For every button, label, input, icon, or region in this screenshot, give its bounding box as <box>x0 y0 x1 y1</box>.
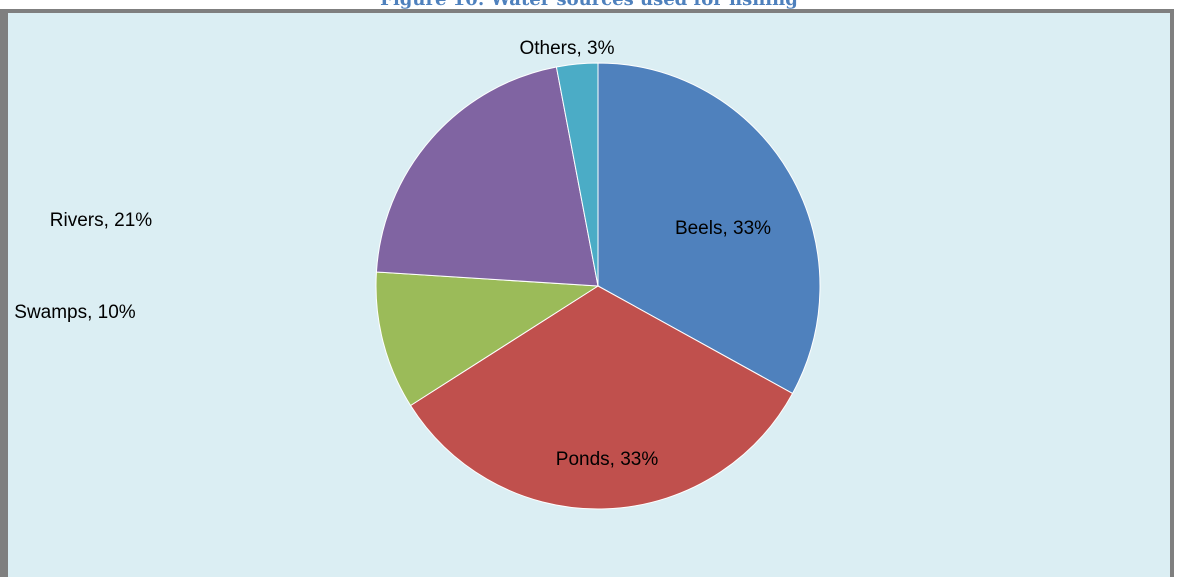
slice-label-swamps: Swamps, 10% <box>14 302 136 323</box>
slice-label-others: Others, 3% <box>519 38 614 59</box>
figure-title: Figure 10: Water sources used for fishin… <box>0 0 1178 11</box>
pie-slice-others <box>555 62 599 287</box>
pie-slice-beels <box>597 62 821 395</box>
pie-slice-swamps <box>375 271 600 407</box>
pie-chart: Beels, 33% Ponds, 33% Swamps, 10% Rivers, 2… <box>14 38 821 510</box>
pie-slice-rivers <box>375 66 599 287</box>
pie-slice-ponds <box>409 285 794 510</box>
slice-label-ponds: Ponds, 33% <box>556 449 659 470</box>
chart-area: Beels, 33% Ponds, 33% Swamps, 10% Rivers, 2… <box>0 9 1174 577</box>
slice-label-beels: Beels, 33% <box>675 218 771 239</box>
slice-label-rivers: Rivers, 21% <box>50 210 153 231</box>
